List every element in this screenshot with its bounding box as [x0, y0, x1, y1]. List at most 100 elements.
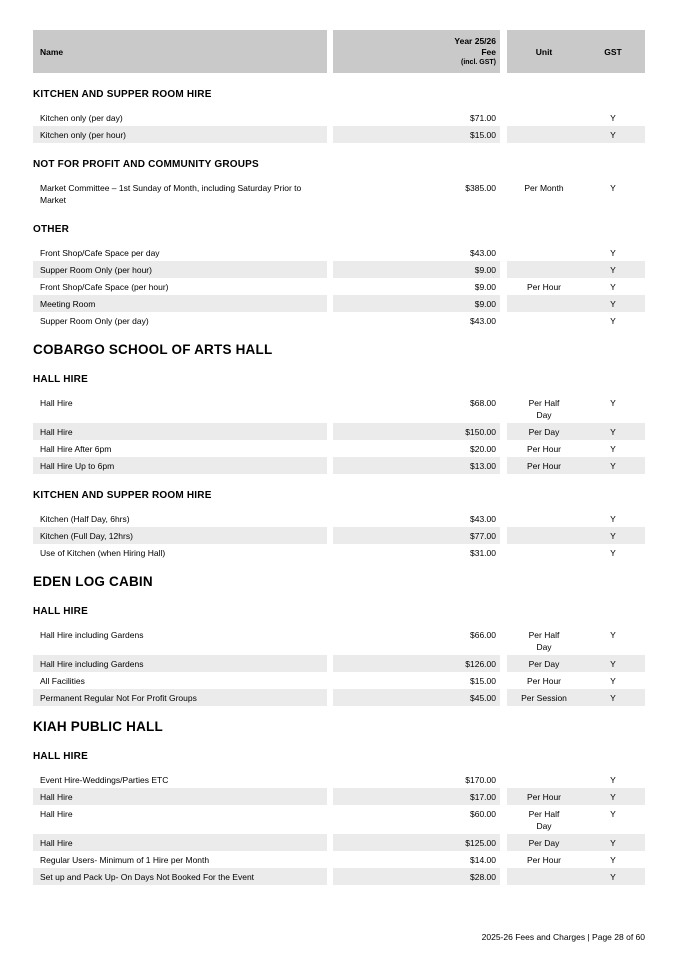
fee-row: Kitchen only (per hour) $15.00 Y: [33, 126, 645, 143]
row-name: Kitchen (Full Day, 12hrs): [33, 527, 327, 544]
row-gst: Y: [581, 868, 645, 885]
row-fee: $43.00: [470, 315, 496, 326]
row-name: Hall Hire: [33, 423, 327, 440]
header-cell-fee: Year 25/26 Fee (incl. GST): [333, 30, 500, 73]
row-fee: $28.00: [333, 868, 500, 885]
row-name: Supper Room Only (per day): [40, 315, 149, 326]
row-unit: Per Hour: [526, 443, 561, 454]
table-body: KITCHEN AND SUPPER ROOM HIRE Kitchen only…: [33, 89, 645, 885]
row-fee: $45.00: [333, 689, 500, 706]
row-name: Use of Kitchen (when Hiring Hall): [40, 547, 166, 558]
row-name: Front Shop/Cafe Space per day: [40, 247, 160, 258]
fee-row: Supper Room Only (per hour) $9.00 Y: [33, 261, 645, 278]
row-unit: Per Hour: [526, 281, 561, 292]
row-fee: $150.00: [333, 423, 500, 440]
row-gst: Y: [610, 808, 616, 819]
page-footer: 2025-26 Fees and Charges | Page 28 of 60: [481, 932, 645, 942]
row-unit: Per Hour: [526, 675, 561, 686]
row-name: Kitchen only (per hour): [33, 126, 327, 143]
row-fee: $17.00: [333, 788, 500, 805]
row-gst: Y: [581, 689, 645, 706]
header-unit-label: Unit: [535, 46, 553, 57]
row-gst: Y: [581, 261, 645, 278]
row-fee: $125.00: [333, 834, 500, 851]
fee-row: Hall Hire $60.00 Per Half Day Y: [33, 805, 645, 834]
row-name: Hall Hire: [33, 788, 327, 805]
page-content: Name Year 25/26 Fee (incl. GST) Unit GST…: [33, 30, 645, 885]
row-fee: $14.00: [470, 854, 496, 865]
category-heading: KITCHEN AND SUPPER ROOM HIRE: [33, 89, 212, 100]
row-name: Hall Hire: [40, 397, 73, 408]
row-fee: $126.00: [333, 655, 500, 672]
row-unit: [507, 544, 581, 561]
fee-rows: Hall Hire including Gardens $66.00 Per Hal…: [33, 626, 645, 706]
fee-rows: Hall Hire $68.00 Per Half Day Y Hall Hire $15…: [33, 394, 645, 474]
venue-heading: COBARGO SCHOOL OF ARTS HALL: [33, 342, 273, 357]
row-name: Supper Room Only (per hour): [33, 261, 327, 278]
row-gst: Y: [610, 397, 616, 408]
fee-row: Hall Hire Up to 6pm $13.00 Per Hour Y: [33, 457, 645, 474]
row-unit: [507, 510, 581, 527]
fee-row: Set up and Pack Up- On Days Not Booked F…: [33, 868, 645, 885]
fee-row: Hall Hire After 6pm $20.00 Per Hour Y: [33, 440, 645, 457]
fee-row: Use of Kitchen (when Hiring Hall) $31.00 Y: [33, 544, 645, 561]
row-unit: Per Hour: [507, 788, 581, 805]
row-gst: Y: [610, 443, 616, 454]
row-unit: [507, 868, 581, 885]
row-unit: [507, 527, 581, 544]
row-fee: $20.00: [470, 443, 496, 454]
row-name: Kitchen only (per day): [40, 112, 123, 123]
fee-row: Hall Hire $150.00 Per Day Y: [33, 423, 645, 440]
row-unit: Per Month: [524, 182, 564, 193]
header-fee-label: Fee: [481, 46, 496, 57]
row-fee: $13.00: [333, 457, 500, 474]
fee-row: Hall Hire $68.00 Per Half Day Y: [33, 394, 645, 423]
category-heading: KITCHEN AND SUPPER ROOM HIRE: [33, 490, 212, 501]
row-gst: Y: [581, 655, 645, 672]
row-fee: $71.00: [470, 112, 496, 123]
row-fee: $385.00: [465, 182, 496, 193]
row-unit: Per Half Day: [528, 629, 560, 652]
row-unit: [507, 244, 581, 261]
fee-row: Hall Hire $17.00 Per Hour Y: [33, 788, 645, 805]
row-gst: Y: [581, 457, 645, 474]
row-unit: Per Hour: [526, 854, 561, 865]
fee-row: Hall Hire including Gardens $126.00 Per Da…: [33, 655, 645, 672]
row-gst: Y: [610, 854, 616, 865]
header-fee-year: Year 25/26: [454, 35, 496, 46]
category-heading: NOT FOR PROFIT AND COMMUNITY GROUPS: [33, 159, 259, 170]
row-name: Hall Hire After 6pm: [40, 443, 112, 454]
row-fee: $43.00: [470, 513, 496, 524]
row-unit: Per Half Day: [528, 397, 560, 420]
fee-row: Supper Room Only (per day) $43.00 Y: [33, 312, 645, 329]
fee-row: Regular Users- Minimum of 1 Hire per Mon…: [33, 851, 645, 868]
row-unit: [507, 109, 581, 126]
row-name: Hall Hire Up to 6pm: [33, 457, 327, 474]
row-gst: Y: [610, 547, 616, 558]
row-unit: [507, 771, 581, 788]
row-fee: $43.00: [470, 247, 496, 258]
row-gst: Y: [610, 281, 616, 292]
row-unit: Per Half Day: [528, 808, 560, 831]
fee-row: Kitchen (Full Day, 12hrs) $77.00 Y: [33, 527, 645, 544]
row-fee: $60.00: [470, 808, 496, 819]
row-fee: $31.00: [470, 547, 496, 558]
category-heading: HALL HIRE: [33, 374, 88, 385]
fee-row: Front Shop/Cafe Space (per hour) $9.00 Per…: [33, 278, 645, 295]
row-unit: Per Day: [507, 423, 581, 440]
table-header-row: Name Year 25/26 Fee (incl. GST) Unit GST: [33, 30, 645, 73]
header-name-label: Name: [40, 46, 64, 57]
row-unit: Per Hour: [507, 457, 581, 474]
venue-heading: KIAH PUBLIC HALL: [33, 719, 163, 734]
fee-rows: Front Shop/Cafe Space per day $43.00 Y Supp…: [33, 244, 645, 329]
fee-rows: Kitchen (Half Day, 6hrs) $43.00 Y Kitchen (…: [33, 510, 645, 561]
row-gst: Y: [610, 315, 616, 326]
row-unit: [507, 126, 581, 143]
fee-row: Front Shop/Cafe Space per day $43.00 Y: [33, 244, 645, 261]
row-name: Set up and Pack Up- On Days Not Booked F…: [33, 868, 327, 885]
row-unit: Per Day: [507, 655, 581, 672]
row-name: Permanent Regular Not For Profit Groups: [33, 689, 327, 706]
row-name: Event Hire-Weddings/Parties ETC: [40, 774, 169, 785]
row-name: Market Committee – 1st Sunday of Month, …: [40, 182, 302, 205]
row-unit: [507, 295, 581, 312]
